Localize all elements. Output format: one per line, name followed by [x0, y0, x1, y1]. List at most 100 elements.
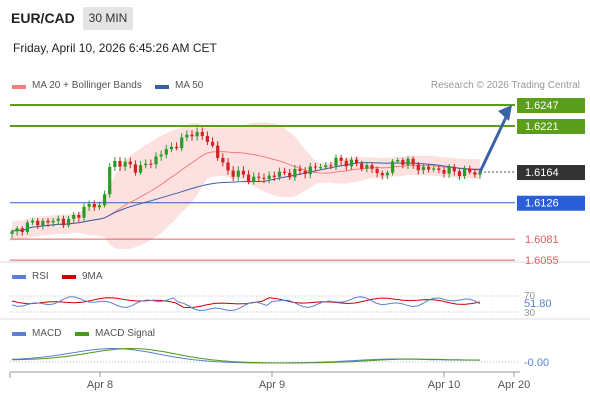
level-label-1.6247: 1.6247	[525, 100, 559, 112]
macd-legend-swatch	[12, 332, 26, 336]
candle-body	[334, 157, 338, 166]
candle-body	[108, 166, 112, 195]
candle-body	[174, 146, 179, 149]
macd-legend-label: MACD	[32, 328, 62, 339]
candle-body	[282, 171, 287, 173]
candle-body	[113, 160, 117, 167]
candle-body	[41, 220, 45, 226]
level-tag-1.6247	[517, 98, 585, 113]
candle-body	[56, 218, 60, 221]
candle-body	[324, 165, 328, 168]
candle-body	[442, 170, 446, 174]
candle-body	[339, 157, 343, 161]
level-tag-1.6221	[517, 119, 585, 134]
candle-body	[411, 158, 415, 165]
credit-label: Research © 2026 Trading Central	[430, 80, 580, 91]
candle-body	[308, 166, 312, 175]
candle-body	[375, 168, 379, 174]
candle-body	[354, 159, 359, 164]
x-tick-label: Apr 9	[259, 379, 285, 391]
candle-body	[257, 176, 261, 178]
level-tag-1.6126	[517, 195, 585, 211]
candle-body	[303, 170, 307, 175]
timeframe-button[interactable]: 30 MIN	[83, 7, 133, 30]
projection-arrow-shaft	[478, 112, 510, 173]
macd-signal-legend-swatch	[75, 332, 89, 336]
x-tick-label: Apr 8	[87, 379, 113, 391]
projection-arrow-head	[498, 105, 512, 121]
candle-body	[200, 132, 204, 136]
candle-body	[468, 168, 472, 173]
candle-body	[66, 218, 71, 226]
candle-body	[87, 203, 91, 207]
rsi-legend-swatch	[12, 275, 26, 279]
last-price-tag	[517, 165, 585, 181]
level-label-1.6055: 1.6055	[525, 255, 559, 267]
candle-body	[365, 165, 369, 169]
candle-body	[190, 134, 194, 137]
candle-body	[36, 220, 40, 226]
candle-body	[437, 168, 441, 171]
candle-body	[241, 170, 246, 175]
candle-body	[293, 168, 297, 178]
rsi-ma-legend-label: 9MA	[82, 271, 103, 282]
candle-body	[133, 164, 138, 173]
bollinger-band	[12, 122, 480, 250]
ma50-legend-label: MA 50	[175, 80, 204, 91]
candle-body	[61, 218, 66, 226]
macd-signal-line	[11, 347, 481, 364]
candle-body	[473, 172, 477, 175]
candle-body	[195, 132, 199, 137]
candle-body	[164, 149, 168, 155]
candle-body	[385, 172, 390, 176]
candle-body	[401, 159, 405, 165]
candle-body	[231, 170, 235, 177]
candle-body	[154, 156, 158, 165]
candle-body	[51, 220, 55, 223]
candle-body	[180, 137, 184, 149]
level-label-1.6126: 1.6126	[525, 198, 559, 210]
candle-body	[210, 141, 215, 146]
candle-body	[92, 203, 96, 208]
candle-body	[30, 220, 35, 223]
candle-body	[277, 171, 282, 177]
candle-body	[462, 168, 467, 177]
candle-body	[267, 175, 271, 179]
candle-body	[313, 166, 318, 168]
candle-body	[416, 164, 420, 171]
candle-body	[118, 160, 122, 167]
candle-body	[15, 228, 19, 232]
candle-body	[349, 159, 354, 167]
candle-body	[159, 154, 163, 157]
candle-body	[72, 215, 76, 219]
candle-body	[205, 135, 210, 142]
rsi-line	[11, 296, 481, 312]
level-label-1.6221: 1.6221	[525, 121, 559, 133]
candle-body	[185, 134, 189, 138]
candle-body	[20, 228, 24, 232]
candle-body	[272, 175, 276, 177]
candle-body	[82, 206, 86, 218]
candle-body	[97, 205, 102, 208]
x-tick-label: Apr 10	[428, 379, 460, 391]
macd-signal-legend-label: MACD Signal	[95, 328, 156, 339]
candle-body	[128, 161, 132, 165]
macd-line	[11, 347, 480, 364]
candle-body	[149, 163, 153, 165]
candle-body	[138, 165, 143, 173]
rsi-70-label: 70	[524, 291, 536, 302]
candle-body	[380, 173, 384, 176]
datetime-label: Friday, April 10, 2026 6:45:26 AM CET	[13, 41, 217, 55]
rsi-ma-legend-swatch	[62, 275, 76, 279]
candle-body	[102, 194, 107, 206]
macd-value-label: -0.00	[524, 357, 549, 369]
candle-body	[318, 167, 323, 169]
candle-body	[246, 174, 251, 182]
candle-body	[221, 157, 225, 163]
candle-body	[457, 171, 462, 177]
candle-body	[10, 231, 14, 234]
candle-body	[370, 165, 374, 169]
ma20-legend-label: MA 20 + Bollinger Bands	[32, 80, 142, 91]
rsi-30-label: 30	[524, 308, 536, 319]
